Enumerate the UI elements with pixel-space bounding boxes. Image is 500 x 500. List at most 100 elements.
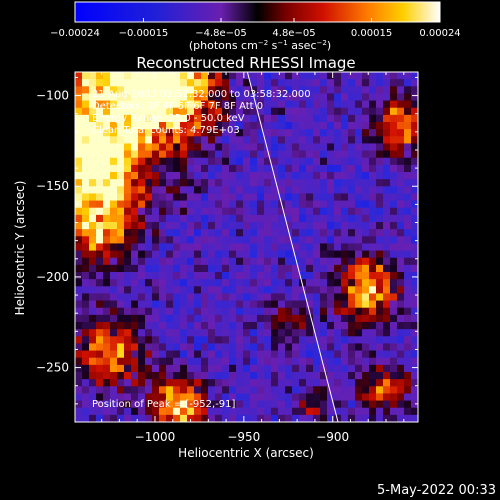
heatmap-cell — [341, 250, 349, 259]
heatmap-cell — [334, 193, 342, 201]
heatmap-cell — [327, 350, 335, 359]
heatmap-cell — [187, 93, 195, 101]
heatmap-cell — [215, 329, 223, 337]
heatmap-cell — [222, 100, 230, 109]
heatmap-cell — [355, 179, 363, 187]
heatmap-cell — [229, 272, 237, 280]
heatmap-cell — [166, 193, 174, 201]
heatmap-cell — [208, 172, 216, 180]
heatmap-cell — [341, 243, 349, 251]
heatmap-cell — [103, 329, 111, 337]
heatmap-cell — [131, 300, 139, 309]
heatmap-cell — [236, 393, 244, 401]
heatmap-cell — [222, 300, 230, 309]
heatmap-cell — [173, 114, 181, 123]
heatmap-cell — [348, 300, 356, 309]
heatmap-cell — [89, 379, 97, 387]
heatmap-cell — [96, 100, 104, 109]
heatmap-cell — [278, 193, 286, 201]
heatmap-cell — [103, 386, 111, 394]
heatmap-cell — [243, 143, 251, 151]
heatmap-cell — [82, 164, 90, 173]
heatmap-cell — [397, 179, 405, 187]
heatmap-cell — [201, 357, 209, 366]
heatmap-cell — [117, 314, 125, 323]
heatmap-cell — [166, 414, 174, 422]
heatmap-cell — [271, 164, 279, 173]
heatmap-cell — [271, 193, 279, 201]
heatmap-cell — [341, 279, 349, 287]
heatmap-cell — [124, 186, 132, 194]
heatmap-cell — [320, 329, 328, 337]
heatmap-cell — [341, 393, 349, 401]
heatmap-cell — [264, 272, 272, 280]
heatmap-cell — [355, 100, 363, 109]
heatmap-cell — [152, 379, 160, 387]
heatmap-cell — [124, 207, 132, 216]
heatmap-cell — [313, 272, 321, 280]
heatmap-cell — [110, 200, 118, 209]
heatmap-cell — [299, 72, 307, 80]
heatmap-cell — [194, 322, 202, 330]
heatmap-cell — [215, 179, 223, 187]
heatmap-cell — [222, 172, 230, 180]
heatmap-cell — [166, 343, 174, 351]
heatmap-cell — [229, 114, 237, 123]
heatmap-cell — [222, 264, 230, 273]
heatmap-cell — [82, 350, 90, 359]
heatmap-cell — [194, 193, 202, 201]
heatmap-cell — [397, 150, 405, 159]
heatmap-cell — [355, 186, 363, 194]
heatmap-cell — [348, 250, 356, 259]
heatmap-cell — [257, 414, 265, 422]
heatmap-cell — [201, 157, 209, 166]
heatmap-cell — [376, 93, 384, 101]
heatmap-cell — [397, 236, 405, 244]
heatmap-cell — [110, 164, 118, 173]
heatmap-cell — [187, 157, 195, 166]
heatmap-cell — [159, 136, 167, 144]
heatmap-cell — [334, 257, 342, 266]
heatmap-cell — [264, 229, 272, 237]
heatmap-cell — [397, 257, 405, 266]
heatmap-cell — [215, 364, 223, 373]
heatmap-cell — [229, 93, 237, 101]
heatmap-cell — [96, 79, 104, 87]
heatmap-cell — [285, 307, 293, 316]
heatmap-cell — [89, 122, 97, 130]
heatmap-cell — [257, 157, 265, 166]
heatmap-cell — [138, 157, 146, 166]
heatmap-cell — [348, 114, 356, 123]
heatmap-cell — [75, 222, 83, 230]
heatmap-cell — [355, 357, 363, 366]
heatmap-cell — [411, 122, 418, 130]
heatmap-cell — [271, 243, 279, 251]
heatmap-cell — [75, 350, 83, 359]
heatmap-cell — [404, 200, 412, 209]
heatmap-cell — [208, 272, 216, 280]
heatmap-cell — [89, 400, 97, 409]
heatmap-cell — [131, 414, 139, 422]
heatmap-cell — [264, 172, 272, 180]
heatmap-cell — [320, 400, 328, 409]
heatmap-cell — [306, 107, 314, 116]
heatmap-cell — [369, 122, 377, 130]
heatmap-cell — [390, 122, 398, 130]
heatmap-cell — [159, 214, 167, 223]
heatmap-cell — [292, 150, 300, 159]
heatmap-cell — [96, 129, 104, 137]
heatmap-cell — [299, 279, 307, 287]
heatmap-cell — [117, 364, 125, 373]
heatmap-cell — [152, 172, 160, 180]
heatmap-cell — [173, 279, 181, 287]
heatmap-cell — [278, 357, 286, 366]
heatmap-cell — [229, 79, 237, 87]
heatmap-cell — [362, 157, 370, 166]
heatmap-cell — [376, 114, 384, 123]
heatmap-cell — [306, 172, 314, 180]
heatmap-cell — [180, 322, 188, 330]
heatmap-cell — [243, 314, 251, 323]
heatmap-cell — [215, 314, 223, 323]
heatmap-cell — [138, 314, 146, 323]
heatmap-cell — [313, 393, 321, 401]
